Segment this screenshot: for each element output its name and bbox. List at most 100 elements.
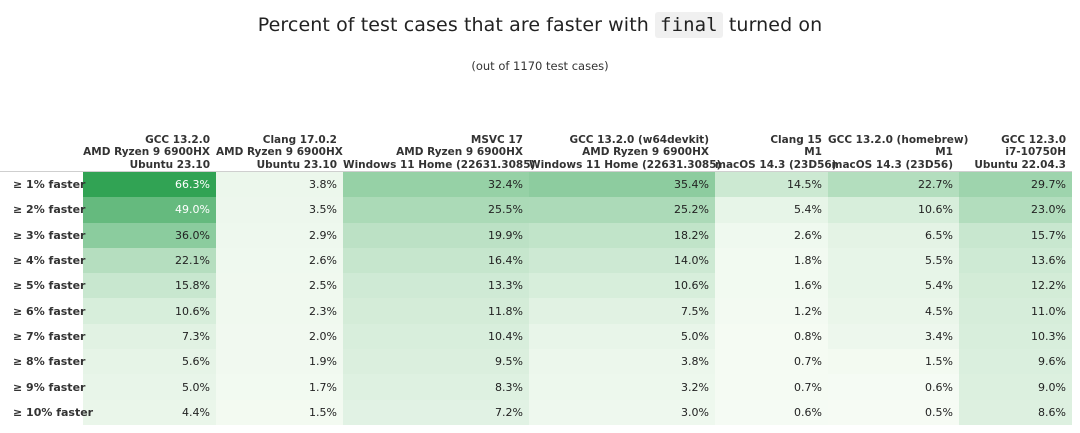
heat-cell: 4.5% (828, 298, 959, 324)
heat-cell: 22.1% (83, 247, 216, 274)
column-header-line: GCC 13.2.0 (homebrew) (828, 133, 969, 146)
heat-cell: 5.0% (83, 374, 216, 400)
heat-cell: 3.8% (216, 171, 343, 198)
column-header-line: AMD Ryzen 9 6900HX (582, 146, 709, 158)
heat-cell: 10.6% (828, 197, 959, 223)
column-header-line: i7-10750H (1005, 146, 1066, 158)
heat-cell: 1.5% (216, 399, 343, 425)
heat-cell: 5.6% (83, 349, 216, 375)
heat-cell: 0.7% (715, 374, 828, 400)
header-row: GCC 13.2.0 AMD Ryzen 9 6900HX Ubuntu 23.10… (0, 125, 1072, 172)
heat-cell: 49.0% (83, 197, 216, 223)
heat-cell: 14.0% (529, 247, 715, 274)
heat-cell: 0.8% (715, 323, 828, 350)
column-header-line: Windows 11 Home (22631.3085) (343, 158, 536, 171)
heat-cell: 9.5% (343, 349, 529, 375)
row-label: ≥ 1% faster (13, 178, 86, 192)
heat-cell: 13.3% (343, 273, 529, 299)
table-row: ≥ 4% faster 22.1% 2.6% 16.4% 14.0% 1.8% 5.5% 13… (0, 247, 1072, 274)
row-label: ≥ 3% faster (13, 228, 86, 242)
heat-cell: 2.9% (216, 222, 343, 248)
table-row: ≥ 3% faster 36.0% 2.9% 19.9% 18.2% 2.6% 6.5% 15… (0, 222, 1072, 248)
heat-cell: 7.2% (343, 399, 529, 425)
column-header-line: Windows 11 Home (22631.3085) (529, 158, 722, 171)
column-header: GCC 12.3.0 i7-10750H Ubuntu 22.04.3 (959, 125, 1072, 172)
heat-cell: 15.7% (959, 222, 1072, 248)
heat-cell: 2.5% (216, 273, 343, 299)
column-header-line: Ubuntu 23.10 (256, 158, 337, 171)
heat-cell: 5.5% (828, 247, 959, 274)
column-header: GCC 13.2.0 (w64devkit) AMD Ryzen 9 6900HX… (529, 125, 722, 172)
heat-cell: 19.9% (343, 222, 529, 248)
row-label: ≥ 8% faster (13, 355, 86, 369)
heat-cell: 14.5% (715, 171, 828, 198)
heat-cell: 9.6% (959, 349, 1072, 375)
row-label: ≥ 6% faster (13, 304, 86, 318)
column-header-line: AMD Ryzen 9 6900HX (83, 146, 210, 158)
heat-cell: 1.7% (216, 374, 343, 400)
heat-cell: 9.0% (959, 374, 1072, 400)
title-keyword: final (655, 12, 723, 38)
column-header-line: GCC 13.2.0 (w64devkit) (569, 133, 709, 146)
column-header-line: AMD Ryzen 9 6900HX (396, 146, 523, 158)
heat-cell: 1.8% (715, 247, 828, 274)
column-header-line: Clang 15 (770, 133, 822, 146)
table-row: ≥ 9% faster 5.0% 1.7% 8.3% 3.2% 0.7% 0.6% 9.0% (0, 374, 1072, 400)
heat-cell: 2.6% (715, 222, 828, 248)
column-header-line: AMD Ryzen 9 6900HX (216, 146, 343, 158)
heat-cell: 11.0% (959, 298, 1072, 324)
heat-cell: 6.5% (828, 222, 959, 248)
heat-cell: 5.0% (529, 323, 715, 350)
heat-cell: 10.6% (529, 273, 715, 299)
heat-cell: 32.4% (343, 171, 529, 198)
heat-cell: 29.7% (959, 171, 1072, 198)
heat-cell: 1.5% (828, 349, 959, 375)
heat-cell: 22.7% (828, 171, 959, 198)
table-row: ≥ 1% faster 66.3% 3.8% 32.4% 35.4% 14.5% 22.7%… (0, 171, 1072, 198)
row-label: ≥ 9% faster (13, 380, 86, 394)
column-header: Clang 15 M1 macOS 14.3 (23D56) (715, 125, 837, 172)
heat-cell: 8.6% (959, 399, 1072, 425)
column-header-line: macOS 14.3 (23D56) (715, 158, 837, 171)
heat-cell: 18.2% (529, 222, 715, 248)
heat-cell: 1.2% (715, 298, 828, 324)
column-header-line: M1 (804, 146, 822, 158)
row-label: ≥ 4% faster (13, 254, 86, 268)
table-row: ≥ 10% faster 4.4% 1.5% 7.2% 3.0% 0.6% 0.5% 8.6% (0, 399, 1072, 425)
heat-cell: 10.6% (83, 298, 216, 324)
heat-cell: 3.4% (828, 323, 959, 350)
heat-cell: 11.8% (343, 298, 529, 324)
heat-cell: 2.6% (216, 247, 343, 274)
table-row: ≥ 2% faster 49.0% 3.5% 25.5% 25.2% 5.4% 10.6% 2… (0, 197, 1072, 223)
heat-cell: 2.3% (216, 298, 343, 324)
heat-cell: 0.6% (715, 399, 828, 425)
heat-cell: 0.5% (828, 399, 959, 425)
heat-cell: 8.3% (343, 374, 529, 400)
column-header: GCC 13.2.0 AMD Ryzen 9 6900HX Ubuntu 23.10 (83, 125, 216, 172)
row-label: ≥ 10% faster (13, 405, 94, 419)
heat-cell: 0.7% (715, 349, 828, 375)
heat-cell: 15.8% (83, 273, 216, 299)
column-header-line: Ubuntu 22.04.3 (974, 158, 1066, 171)
chart-title: Percent of test cases that are faster wi… (0, 12, 1080, 38)
row-label: ≥ 5% faster (13, 279, 86, 293)
column-header-line: M1 (935, 146, 953, 158)
corner-cell (0, 125, 83, 172)
heat-cell: 35.4% (529, 171, 715, 198)
title-prefix: Percent of test cases that are faster wi… (257, 14, 649, 36)
column-header: Clang 17.0.2 AMD Ryzen 9 6900HX Ubuntu 23.… (216, 125, 343, 172)
column-header-line: GCC 12.3.0 (1001, 133, 1066, 146)
column-header-line: Clang 17.0.2 (262, 133, 337, 146)
heat-cell: 13.6% (959, 247, 1072, 274)
chart-subtitle: (out of 1170 test cases) (471, 59, 609, 73)
heat-cell: 25.2% (529, 197, 715, 223)
title-suffix: turned on (728, 14, 823, 36)
column-header-line: macOS 14.3 (23D56) (831, 158, 954, 171)
heat-cell: 5.4% (828, 273, 959, 299)
column-header-line: Ubuntu 23.10 (129, 158, 210, 171)
column-header-line: MSVC 17 (470, 133, 523, 146)
heat-cell: 5.4% (715, 197, 828, 223)
heat-cell: 3.2% (529, 374, 715, 400)
row-label: ≥ 2% faster (13, 203, 86, 217)
table-row: ≥ 7% faster 7.3% 2.0% 10.4% 5.0% 0.8% 3.4% 10.3… (0, 323, 1072, 350)
